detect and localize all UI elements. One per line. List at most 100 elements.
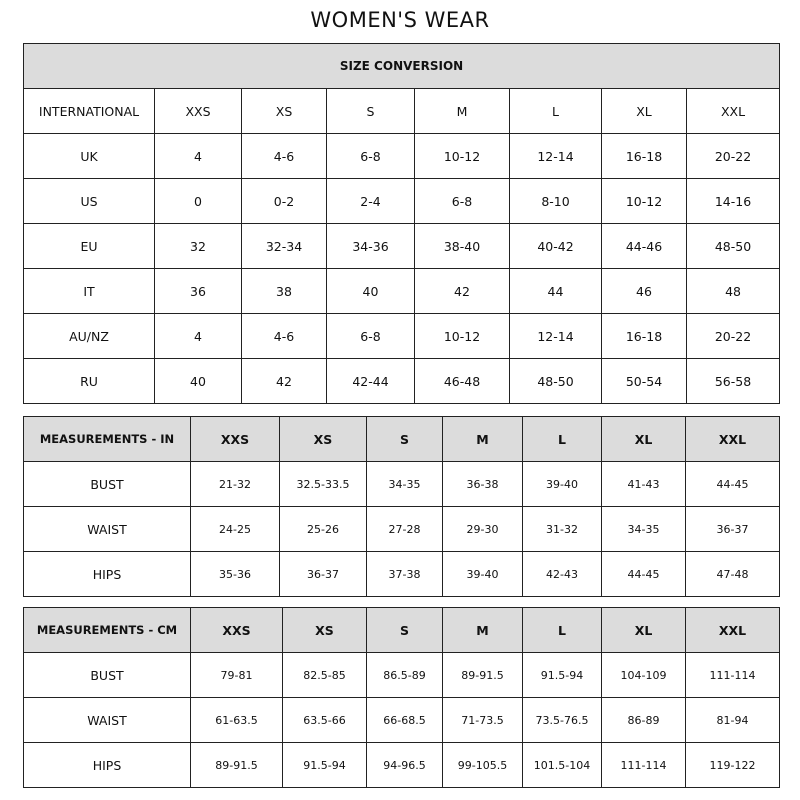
table-cell: XXL — [685, 416, 780, 462]
table-cell: 42-44 — [326, 358, 415, 404]
table-cell: 40 — [326, 268, 415, 314]
row-label: MEASUREMENTS - CM — [23, 607, 191, 653]
table-cell: 66-68.5 — [366, 697, 443, 743]
table-cell: 31-32 — [522, 506, 602, 552]
table-cell: 34-36 — [326, 223, 415, 269]
table-cell: M — [442, 607, 523, 653]
table-cell: XL — [601, 416, 686, 462]
row-label: BUST — [23, 652, 191, 698]
table-cell: XS — [241, 88, 327, 134]
table-cell: 42 — [414, 268, 510, 314]
table-cell: 101.5-104 — [522, 742, 602, 788]
table-cell: 4 — [154, 133, 242, 179]
row-label: WAIST — [23, 506, 191, 552]
table-cell: M — [414, 88, 510, 134]
table-row: HIPS 89-91.5 91.5-94 94-96.5 99-105.5 101.5-1… — [23, 742, 780, 788]
table-cell: 37-38 — [366, 551, 443, 597]
table-cell: XS — [282, 607, 367, 653]
table-cell: S — [366, 607, 443, 653]
table-row: WAIST 24-25 25-26 27-28 29-30 31-32 34-35 36-37 — [23, 506, 780, 552]
table-row: HIPS 35-36 36-37 37-38 39-40 42-43 44-45 47-48 — [23, 551, 780, 597]
table-cell: 16-18 — [601, 313, 687, 359]
table-cell: 44-46 — [601, 223, 687, 269]
size-conversion-heading: SIZE CONVERSION — [22, 43, 781, 89]
table-cell: 6-8 — [326, 313, 415, 359]
table-cell: 79-81 — [190, 652, 283, 698]
table-cell: 48-50 — [509, 358, 602, 404]
table-cell: 42-43 — [522, 551, 602, 597]
table-cell: 111-114 — [685, 652, 780, 698]
table-cell: 89-91.5 — [190, 742, 283, 788]
table-cell: XS — [279, 416, 367, 462]
table-cell: 36-37 — [279, 551, 367, 597]
table-row: BUST 21-32 32.5-33.5 34-35 36-38 39-40 41-43 44… — [23, 461, 780, 507]
table-cell: 44 — [509, 268, 602, 314]
row-label: UK — [23, 133, 155, 179]
table-cell: 10-12 — [414, 133, 510, 179]
table-cell: 36 — [154, 268, 242, 314]
table-cell: 39-40 — [522, 461, 602, 507]
table-cell: S — [366, 416, 443, 462]
table-cell: 4-6 — [241, 313, 327, 359]
row-label: INTERNATIONAL — [23, 88, 155, 134]
page-title: WOMEN'S WEAR — [310, 8, 490, 32]
table-cell: 119-122 — [685, 742, 780, 788]
table-cell: 86.5-89 — [366, 652, 443, 698]
table-cell: 10-12 — [601, 178, 687, 224]
table-cell: XXS — [154, 88, 242, 134]
table-cell: 21-32 — [190, 461, 280, 507]
row-label: US — [23, 178, 155, 224]
table-cell: 47-48 — [685, 551, 780, 597]
table-row: US 0 0-2 2-4 6-8 8-10 10-12 14-16 — [23, 178, 781, 224]
table-cell: 34-35 — [601, 506, 686, 552]
row-label: IT — [23, 268, 155, 314]
table-cell: L — [522, 607, 602, 653]
table-cell: 61-63.5 — [190, 697, 283, 743]
table-cell: 27-28 — [366, 506, 443, 552]
table-cell: 4-6 — [241, 133, 327, 179]
table-cell: 99-105.5 — [442, 742, 523, 788]
header-row: INTERNATIONAL XXS XS S M L XL XXL — [23, 88, 781, 134]
row-label: EU — [23, 223, 155, 269]
table-cell: 63.5-66 — [282, 697, 367, 743]
table-row: RU 40 42 42-44 46-48 48-50 50-54 56-58 — [23, 358, 781, 404]
table-cell: 82.5-85 — [282, 652, 367, 698]
table-cell: 104-109 — [601, 652, 686, 698]
table-cell: 32.5-33.5 — [279, 461, 367, 507]
table-cell: 44-45 — [601, 551, 686, 597]
table-cell: 91.5-94 — [282, 742, 367, 788]
table-cell: XXS — [190, 416, 280, 462]
table-cell: 35-36 — [190, 551, 280, 597]
table-cell: 40-42 — [509, 223, 602, 269]
row-label: HIPS — [23, 551, 191, 597]
header-row: MEASUREMENTS - CM XXS XS S M L XL XXL — [23, 607, 780, 653]
row-label: AU/NZ — [23, 313, 155, 359]
measurements-cm-table: MEASUREMENTS - CM XXS XS S M L XL XXL BUST 79-81 8… — [23, 607, 780, 788]
table-cell: 29-30 — [442, 506, 523, 552]
table-cell: 6-8 — [414, 178, 510, 224]
table-cell: 71-73.5 — [442, 697, 523, 743]
table-cell: 38-40 — [414, 223, 510, 269]
table-cell: 32-34 — [241, 223, 327, 269]
table-row: IT 36 38 40 42 44 46 48 — [23, 268, 781, 314]
table-cell: 20-22 — [685, 313, 781, 359]
table-cell: M — [442, 416, 523, 462]
row-label: RU — [23, 358, 155, 404]
measurements-in-table: MEASUREMENTS - IN XXS XS S M L XL XXL BUST 21-32 3… — [23, 416, 780, 597]
table-cell: XL — [601, 88, 687, 134]
table-row: BUST 79-81 82.5-85 86.5-89 89-91.5 91.5-94 104… — [23, 652, 780, 698]
table-cell: 20-22 — [685, 133, 781, 179]
table-cell: 12-14 — [509, 133, 602, 179]
table-row: EU 32 32-34 34-36 38-40 40-42 44-46 48-50 — [23, 223, 781, 269]
table-row: WAIST 61-63.5 63.5-66 66-68.5 71-73.5 73.5-76… — [23, 697, 780, 743]
table-cell: 41-43 — [601, 461, 686, 507]
table-cell: XXL — [685, 607, 780, 653]
table-cell: 25-26 — [279, 506, 367, 552]
header-row: MEASUREMENTS - IN XXS XS S M L XL XXL — [23, 416, 780, 462]
table-cell: 94-96.5 — [366, 742, 443, 788]
row-label: HIPS — [23, 742, 191, 788]
table-cell: XXL — [685, 88, 781, 134]
table-cell: 4 — [154, 313, 242, 359]
table-cell: S — [326, 88, 415, 134]
table-cell: 38 — [241, 268, 327, 314]
